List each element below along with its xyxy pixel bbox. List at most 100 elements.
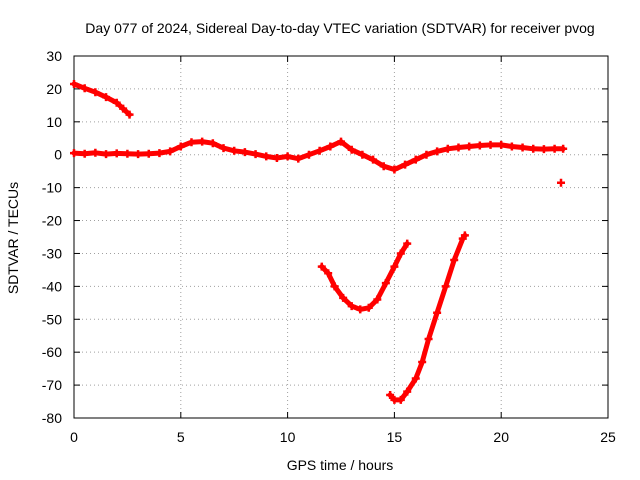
data-point	[80, 84, 89, 93]
y-tick-label: -80	[42, 410, 62, 426]
data-point	[240, 148, 249, 157]
data-point	[187, 138, 196, 147]
data-point	[379, 162, 388, 171]
data-point	[339, 293, 348, 302]
data-point	[403, 387, 412, 396]
data-point	[102, 150, 111, 159]
data-point	[176, 142, 185, 151]
data-point	[112, 98, 121, 107]
data-point	[80, 149, 89, 158]
data-point	[251, 150, 260, 159]
data-point	[486, 140, 495, 149]
data-point	[283, 152, 292, 161]
data-point	[317, 262, 326, 271]
data-point	[91, 88, 100, 97]
data-point	[401, 160, 410, 169]
x-tick-label: 10	[280, 429, 296, 445]
x-tick-label: 0	[70, 429, 78, 445]
x-axis-label: GPS time / hours	[287, 457, 394, 473]
data-point	[557, 178, 566, 187]
data-point	[497, 140, 506, 149]
y-tick-label: -10	[42, 180, 62, 196]
data-point	[539, 145, 548, 154]
data-point	[219, 144, 228, 153]
data-point	[390, 262, 399, 271]
tick-labels: 0 5 10 15 20 25 30 20 10 0 -10 -20 -30 -40 -50 -60 -70 -8…	[42, 48, 616, 445]
data-point	[119, 104, 128, 113]
data-point	[347, 302, 356, 311]
series-start-segment	[70, 79, 134, 119]
series-outlier	[557, 178, 566, 187]
y-tick-label: 30	[46, 48, 62, 64]
data-point	[422, 150, 431, 159]
data-point	[518, 143, 527, 152]
data-point	[411, 374, 420, 383]
y-tick-label: -50	[42, 311, 62, 327]
data-point	[450, 256, 459, 265]
y-tick-label: 0	[54, 147, 62, 163]
data-point	[262, 152, 271, 161]
data-point	[433, 147, 442, 156]
data-point	[304, 150, 313, 159]
data-point	[424, 335, 433, 344]
x-tick-label: 15	[387, 429, 403, 445]
data-point	[411, 155, 420, 164]
data-point	[337, 137, 345, 146]
data-point	[330, 282, 339, 291]
y-tick-label: 10	[46, 114, 62, 130]
data-point	[326, 142, 335, 151]
data-point	[460, 231, 469, 240]
data-point	[356, 305, 365, 314]
data-point	[475, 141, 484, 150]
data-point	[403, 239, 412, 248]
x-tick-label: 20	[493, 429, 509, 445]
data-point	[155, 149, 164, 158]
data-point	[465, 142, 474, 151]
data-point	[507, 142, 516, 151]
x-tick-label: 25	[600, 429, 616, 445]
y-tick-label: -20	[42, 213, 62, 229]
data-point	[315, 146, 324, 155]
series-dip-1	[317, 239, 412, 314]
data-point	[347, 145, 356, 154]
data-point	[443, 144, 452, 153]
data-point	[198, 137, 207, 146]
data-point	[123, 149, 132, 158]
data-point	[364, 303, 373, 312]
data-point	[386, 390, 395, 399]
data-point	[396, 395, 405, 404]
data-point	[396, 249, 405, 258]
data-point	[125, 110, 134, 119]
data-point	[70, 79, 78, 88]
y-tick-label: 20	[46, 81, 62, 97]
data-point	[102, 93, 111, 102]
y-tick-label: -60	[42, 344, 62, 360]
series-baseline	[70, 137, 568, 174]
data-point	[373, 295, 382, 304]
data-point	[550, 144, 559, 153]
data-point	[381, 279, 390, 288]
x-tick-label: 5	[177, 429, 185, 445]
data-point	[112, 149, 121, 158]
data-point	[369, 155, 378, 164]
data-point	[144, 149, 153, 158]
data-point	[91, 148, 100, 157]
data-point	[324, 269, 333, 278]
data-point	[441, 282, 450, 291]
y-axis-label: SDTVAR / TECUs	[5, 182, 21, 294]
data-point	[454, 143, 463, 152]
data-point	[134, 150, 143, 159]
data-point	[390, 165, 399, 174]
data-point	[559, 144, 568, 153]
y-tick-label: -70	[42, 377, 62, 393]
grid-layer	[74, 56, 608, 418]
y-tick-label: -40	[42, 278, 62, 294]
data-point	[294, 154, 303, 163]
plot-frame	[73, 55, 609, 419]
chart-title: Day 077 of 2024, Sidereal Day-to-day VTE…	[85, 20, 594, 36]
data-series	[70, 79, 568, 404]
data-point	[433, 308, 442, 317]
data-point	[272, 154, 281, 163]
series-dip-2	[386, 231, 469, 404]
